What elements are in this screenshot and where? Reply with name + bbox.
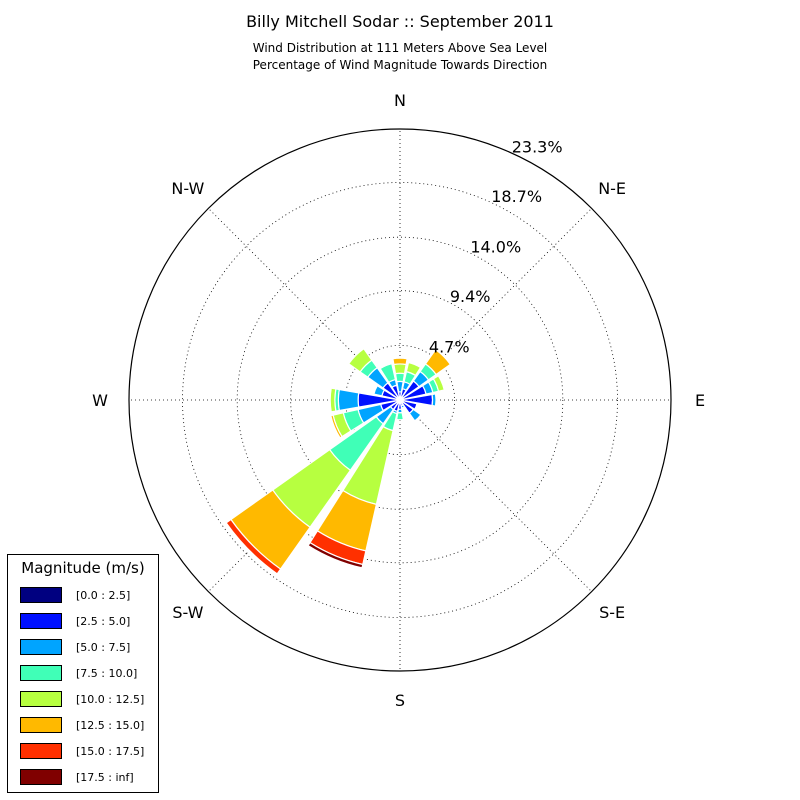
wind-bar-segment	[424, 348, 452, 376]
wind-bar-segment	[394, 372, 406, 383]
legend-label: [12.5 : 15.0]	[76, 719, 145, 732]
wind-bar-segment	[307, 541, 364, 569]
legend-label: [10.0 : 12.5]	[76, 693, 145, 706]
wind-bar-segment	[405, 361, 422, 377]
legend-swatch	[20, 587, 62, 603]
radial-grid-circle	[344, 344, 456, 456]
wind-bar-segment	[330, 414, 343, 439]
radial-tick-label: 14.0%	[470, 238, 521, 257]
direction-label: N-E	[598, 179, 626, 198]
legend-label: [2.5 : 5.0]	[76, 615, 131, 628]
direction-label: N-W	[171, 179, 204, 198]
radial-grid-circle	[236, 236, 564, 564]
wind-bar-segment	[347, 347, 373, 373]
radial-grid-circle	[182, 182, 618, 618]
wind-bar-segment	[393, 363, 407, 375]
wind-bar-segment	[373, 384, 386, 397]
wind-bar-segment	[225, 518, 282, 575]
legend-label: [7.5 : 10.0]	[76, 667, 138, 680]
legend-swatch	[20, 665, 62, 681]
legend: Magnitude (m/s) [0.0 : 2.5] [2.5 : 5.0] …	[7, 554, 159, 793]
angular-grid-line	[399, 399, 592, 592]
legend-label: [17.5 : inf]	[76, 771, 134, 784]
legend-label: [0.0 : 2.5]	[76, 589, 131, 602]
wind-bar-segment	[408, 408, 422, 422]
wind-bar-segment	[395, 411, 405, 421]
radial-grid-circle	[290, 290, 510, 510]
radial-tick-label: 18.7%	[491, 187, 542, 206]
direction-label: E	[695, 391, 705, 410]
legend-title: Magnitude (m/s)	[21, 559, 145, 577]
legend-label: [5.0 : 7.5]	[76, 641, 131, 654]
wind-bar-segment	[434, 393, 438, 407]
radial-tick-label: 4.7%	[429, 337, 470, 356]
legend-swatch	[20, 717, 62, 733]
wind-bar-segment	[432, 374, 445, 392]
radial-tick-label: 23.3%	[512, 138, 563, 157]
radial-tick-label: 9.4%	[450, 287, 491, 306]
direction-label: S-W	[172, 603, 203, 622]
chart-subtitle-line-1: Wind Distribution at 111 Meters Above Se…	[252, 41, 548, 55]
outer-circle	[128, 128, 672, 672]
wind-bar-segment	[337, 388, 360, 412]
direction-label: W	[92, 391, 108, 410]
wind-bar-segment	[392, 357, 408, 366]
wind-bar-segment	[378, 361, 393, 370]
legend-swatch	[20, 743, 62, 759]
chart-title: Billy Mitchell Sodar :: September 2011	[246, 12, 554, 31]
legend-swatch	[20, 769, 62, 785]
wind-bar-segment	[413, 403, 419, 411]
direction-label: S	[395, 691, 405, 710]
wind-bar-segment	[329, 387, 337, 413]
chart-subtitle-line-2: Percentage of Wind Magnitude Towards Dir…	[252, 58, 548, 72]
direction-label: S-E	[599, 603, 625, 622]
legend-swatch	[20, 639, 62, 655]
legend-swatch	[20, 613, 62, 629]
direction-label: N	[394, 91, 406, 110]
legend-label: [15.0 : 17.5]	[76, 745, 145, 758]
legend-swatch	[20, 691, 62, 707]
